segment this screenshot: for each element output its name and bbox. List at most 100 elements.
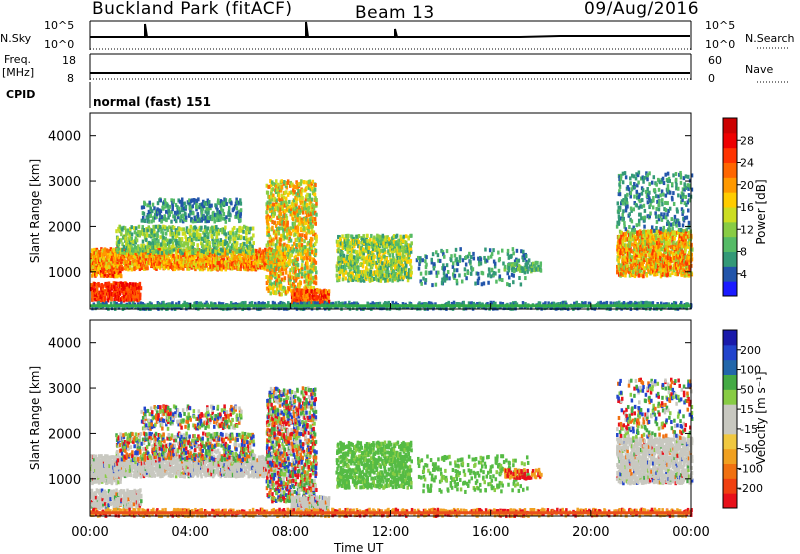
range-cell	[200, 210, 204, 215]
range-cell	[282, 288, 286, 293]
range-cell	[294, 211, 297, 216]
range-cell	[353, 239, 357, 244]
range-cell	[337, 247, 340, 252]
range-cell	[251, 248, 255, 253]
range-cell	[633, 244, 636, 249]
range-cell	[306, 218, 310, 223]
range-cell	[183, 259, 186, 264]
range-cell	[115, 274, 119, 279]
range-cell	[126, 230, 129, 235]
range-cell	[454, 247, 458, 252]
range-cell	[124, 228, 128, 233]
range-cell	[173, 215, 177, 220]
range-cell	[299, 226, 303, 231]
range-cell	[121, 267, 124, 272]
range-cell	[386, 273, 390, 278]
range-cell	[203, 232, 206, 237]
range-cell	[157, 250, 160, 255]
range-cell	[111, 284, 115, 289]
range-cell	[302, 227, 306, 232]
range-cell	[294, 214, 297, 219]
range-cell	[370, 256, 374, 261]
range-cell	[265, 260, 268, 265]
range-cell	[301, 205, 304, 210]
range-cell	[161, 258, 164, 263]
range-cell	[336, 243, 339, 248]
range-cell	[644, 255, 648, 260]
range-cell	[275, 281, 279, 286]
range-cell	[206, 248, 210, 253]
range-cell	[168, 249, 172, 254]
range-cell	[618, 266, 622, 271]
range-cell	[193, 200, 196, 205]
range-cell	[160, 229, 163, 234]
range-cell	[109, 289, 112, 294]
range-cell	[218, 214, 221, 219]
range-cell	[240, 243, 244, 248]
range-cell	[311, 237, 314, 242]
range-cell	[508, 283, 511, 288]
range-cell	[383, 247, 386, 252]
range-cell	[636, 242, 640, 247]
range-cell	[355, 256, 358, 261]
range-cell	[455, 281, 459, 286]
range-cell	[339, 256, 342, 261]
range-cell	[131, 247, 134, 252]
range-cell	[313, 217, 317, 222]
range-cell	[299, 218, 302, 223]
range-cell	[271, 268, 275, 273]
range-cell	[119, 259, 123, 264]
range-cell	[396, 247, 399, 252]
range-cell	[340, 267, 343, 272]
nsearch-bottom-label: 10^0	[705, 38, 735, 51]
range-cell	[217, 242, 221, 247]
range-cell	[296, 228, 300, 233]
range-cell	[271, 286, 275, 291]
range-cell	[305, 292, 308, 297]
range-cell	[139, 230, 142, 235]
range-cell	[239, 211, 243, 216]
range-cell	[160, 226, 164, 231]
range-cell	[190, 198, 194, 203]
range-cell	[189, 211, 192, 216]
range-cell	[211, 257, 215, 262]
range-cell	[308, 198, 311, 203]
range-cell	[205, 258, 208, 263]
range-cell	[643, 257, 646, 262]
range-cell	[146, 241, 150, 246]
range-cell	[217, 231, 221, 236]
range-cell	[136, 247, 140, 252]
range-cell	[352, 263, 355, 268]
range-cell	[238, 225, 242, 230]
range-cell	[618, 234, 621, 239]
range-cell	[285, 243, 289, 248]
range-cell	[296, 224, 300, 229]
range-cell	[391, 262, 394, 267]
range-cell	[634, 271, 638, 276]
range-cell	[202, 199, 205, 204]
range-cell	[211, 214, 215, 219]
range-cell	[442, 271, 446, 276]
range-cell	[152, 218, 155, 223]
range-cell	[104, 252, 108, 257]
range-cell	[289, 209, 292, 214]
range-cell	[310, 215, 313, 220]
range-cell	[289, 268, 292, 273]
range-cell	[143, 251, 146, 256]
range-cell	[306, 295, 310, 300]
range-cell	[410, 265, 413, 270]
range-cell	[379, 265, 383, 270]
range-cell	[208, 229, 212, 234]
range-cell	[201, 242, 204, 247]
range-cell	[125, 294, 129, 299]
range-cell	[156, 233, 159, 238]
range-cell	[383, 262, 386, 267]
range-cell	[335, 264, 339, 269]
range-cell	[188, 263, 192, 268]
range-cell	[314, 266, 317, 271]
range-cell	[392, 234, 396, 239]
range-cell	[143, 218, 147, 223]
range-cell	[409, 262, 412, 267]
range-cell	[270, 256, 274, 261]
range-cell	[646, 249, 650, 254]
